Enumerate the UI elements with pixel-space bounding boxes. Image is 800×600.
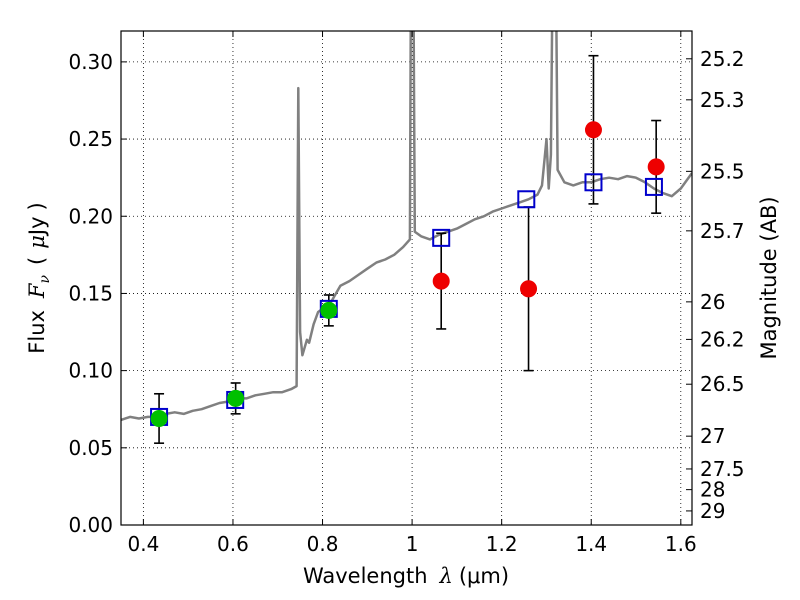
- y2-tick-label: 26: [700, 290, 725, 314]
- y2-tick-label: 28: [700, 478, 725, 502]
- y2-tick-label: 25.7: [700, 219, 745, 243]
- x-tick-label: 0.6: [217, 532, 249, 556]
- y-axis-label: FluxFν(μJy): [25, 202, 53, 353]
- model-photometry-square: [432, 228, 451, 247]
- model-photometry-square: [644, 177, 663, 196]
- y-tick-label: 0.20: [68, 204, 113, 228]
- y2-tick-label: 26.2: [700, 327, 745, 351]
- plot-area: [121, 31, 692, 444]
- y-tick-label: 0.00: [68, 513, 113, 537]
- observed-flux-point: [647, 158, 665, 176]
- y2-tick-label: 25.5: [700, 159, 745, 183]
- grid-lines: [121, 31, 692, 526]
- observed-flux-point: [432, 272, 450, 290]
- y2-tick-label: 29: [700, 499, 725, 523]
- y2-tick-label: 27: [700, 424, 725, 448]
- x-tick-label: 1: [406, 532, 419, 556]
- y-tick-label: 0.30: [68, 50, 113, 74]
- model-photometry-square: [584, 173, 603, 192]
- y2-tick-label: 25.2: [700, 47, 745, 71]
- plot-frame: [120, 30, 693, 526]
- x-tick-label: 1.2: [486, 532, 518, 556]
- x-tick-label: 0.8: [307, 532, 339, 556]
- spectrum-line: [121, 31, 692, 422]
- x-tick-label: 1.4: [575, 532, 607, 556]
- y-tick-label: 0.15: [68, 281, 113, 305]
- y2-tick-label: 25.3: [700, 88, 745, 112]
- observed-flux-point: [150, 409, 168, 427]
- y2-tick-label: 26.5: [700, 372, 745, 396]
- y-tick-label: 0.05: [68, 436, 113, 460]
- axes: 0.4 0.6 0.8 1 1.2 1.4 1.6 0.00 0.05 0.10 0.15 0.20 0…: [68, 31, 745, 556]
- x-tick-label: 0.4: [127, 532, 159, 556]
- model-photometry-square: [517, 190, 536, 209]
- y-tick-label: 0.10: [68, 359, 113, 383]
- x-tick-label: 1.6: [665, 532, 697, 556]
- observed-flux-point: [227, 389, 245, 407]
- y-tick-label: 0.25: [68, 127, 113, 151]
- x-axis-label: Wavelength λ (μm): [303, 564, 509, 588]
- observed-flux-point: [320, 301, 338, 319]
- observed-flux-point: [520, 280, 538, 298]
- observed-flux-point: [584, 121, 602, 139]
- y2-axis-label: Magnitude (AB): [757, 196, 781, 359]
- y2-tick-label: 27.5: [700, 457, 745, 481]
